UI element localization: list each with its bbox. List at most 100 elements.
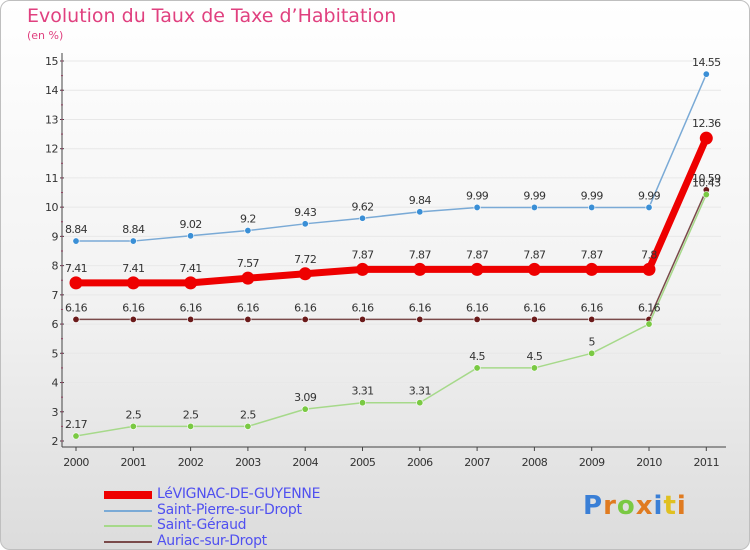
data-point [645, 320, 653, 328]
x-tick-label: 2003 [235, 456, 261, 469]
data-label: 7.87 [581, 248, 604, 261]
data-label: 7.87 [523, 248, 546, 261]
data-point [241, 271, 255, 285]
data-label: 9.99 [523, 189, 546, 202]
data-point [244, 315, 252, 323]
data-label: 7.41 [65, 262, 87, 275]
data-label: 10.43 [692, 177, 721, 190]
data-label: 7.87 [466, 248, 489, 261]
y-tick-label: 15 [45, 55, 58, 68]
data-point [358, 399, 366, 407]
data-label: 6.16 [65, 301, 88, 314]
x-tick-label: 2010 [636, 456, 662, 469]
x-tick-label: 2004 [292, 456, 318, 469]
y-tick-label: 3 [52, 406, 59, 419]
data-point [470, 262, 484, 276]
data-point [588, 315, 596, 323]
data-label: 4.5 [527, 350, 543, 363]
data-label: 9.2 [240, 213, 256, 226]
logo-letter: o [616, 491, 636, 521]
data-label: 9.02 [180, 218, 202, 231]
y-tick-label: 13 [45, 113, 58, 126]
data-label: 6.16 [409, 301, 432, 314]
data-label: 9.84 [409, 194, 432, 207]
data-point [358, 214, 366, 222]
data-point [585, 262, 599, 276]
data-point [702, 70, 710, 78]
data-label: 2.5 [183, 408, 199, 421]
data-label: 9.99 [581, 189, 604, 202]
x-tick-label: 2009 [579, 456, 605, 469]
data-point [129, 237, 137, 245]
logo-letter: i [653, 491, 664, 521]
x-tick-label: 2008 [522, 456, 548, 469]
data-point [129, 422, 137, 430]
data-label: 7.41 [122, 262, 144, 275]
y-tick-label: 8 [52, 260, 59, 273]
logo-letter: P [583, 491, 604, 521]
proxiti-logo: Proxiti [583, 491, 687, 521]
data-point [301, 315, 309, 323]
data-point [184, 276, 198, 290]
data-point [416, 208, 424, 216]
data-point [129, 315, 137, 323]
legend-label-auriac: Auriac-sur-Dropt [157, 532, 267, 549]
series-line-1 [75, 73, 708, 242]
y-tick-label: 14 [45, 84, 58, 97]
data-label: 9.99 [638, 189, 661, 202]
data-label: 6.16 [351, 301, 374, 314]
x-tick-label: 2011 [693, 456, 719, 469]
data-label: 7.72 [294, 253, 316, 266]
data-point [642, 262, 656, 276]
data-point [527, 262, 541, 276]
data-label: 7.8 [641, 248, 657, 261]
legend-label-saint-geraud: Saint-Géraud [157, 517, 247, 533]
series-line-2 [75, 193, 708, 437]
data-label: 6.16 [237, 301, 260, 314]
data-label: 7.87 [409, 248, 432, 261]
y-tick-label: 9 [52, 230, 59, 243]
data-point [72, 432, 80, 440]
data-label: 2.5 [125, 408, 141, 421]
chart-title: Evolution du Taux de Taxe d’Habitation [27, 5, 397, 27]
y-tick-label: 2 [52, 435, 59, 448]
y-tick-label: 7 [52, 289, 59, 302]
x-tick-label: 2001 [120, 456, 146, 469]
data-label: 8.84 [65, 223, 88, 236]
data-point [187, 422, 195, 430]
x-tick-label: 2006 [407, 456, 433, 469]
data-point [244, 227, 252, 235]
x-tick-label: 2000 [63, 456, 89, 469]
data-label: 7.57 [237, 257, 260, 270]
y-tick-label: 10 [45, 201, 58, 214]
logo-letter: x [635, 491, 654, 521]
series-line-0 [72, 134, 710, 287]
logo-letter: t [663, 491, 677, 521]
data-label: 6.16 [523, 301, 546, 314]
data-point [699, 131, 713, 145]
data-point [473, 203, 481, 211]
data-label: 14.55 [692, 56, 721, 69]
legend-swatch-saint-pierre [104, 509, 152, 512]
data-point [473, 364, 481, 372]
data-label: 2.5 [240, 408, 256, 421]
legend-label-levignac: LéVIGNAC-DE-GUYENNE [157, 486, 321, 502]
y-tick-label: 5 [52, 347, 59, 360]
data-point [126, 276, 140, 290]
data-point [187, 232, 195, 240]
data-point [645, 203, 653, 211]
legend-swatch-saint-geraud [104, 525, 152, 527]
data-point [416, 399, 424, 407]
x-tick-label: 2007 [464, 456, 490, 469]
data-point [69, 276, 83, 290]
series-line-3 [75, 189, 708, 321]
data-label: 9.43 [294, 206, 317, 219]
data-label: 5 [588, 335, 595, 348]
data-point [473, 315, 481, 323]
y-tick-label: 4 [52, 377, 59, 390]
data-point [416, 315, 424, 323]
y-tick-label: 11 [45, 172, 58, 185]
data-label: 7.87 [351, 248, 374, 261]
data-label: 9.62 [351, 200, 373, 213]
